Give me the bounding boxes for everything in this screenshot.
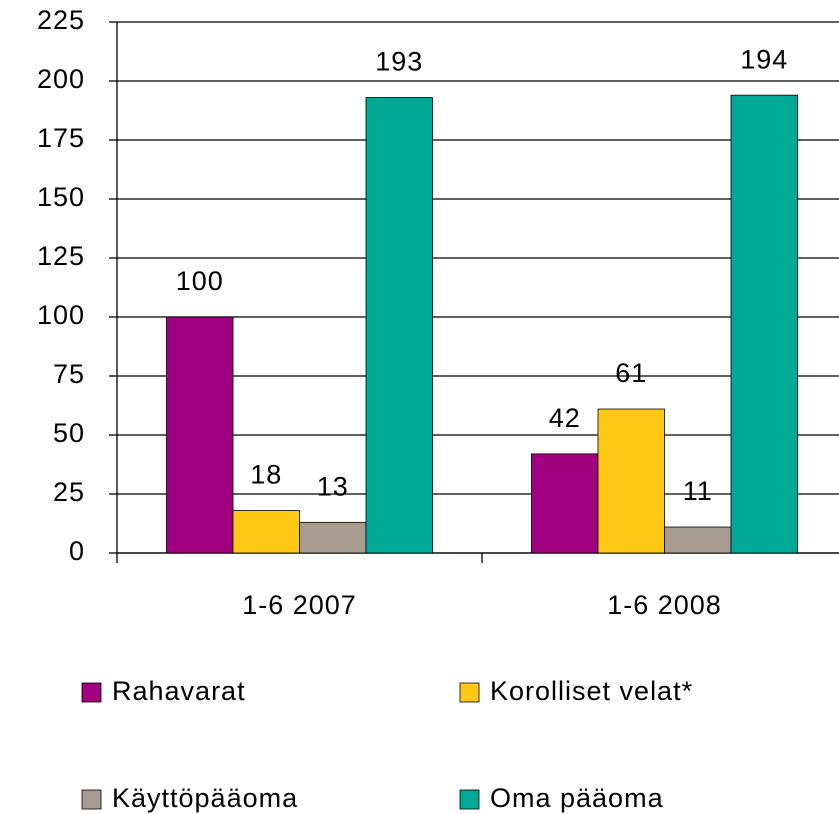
data-label: 194: [740, 44, 788, 74]
y-tick-label: 225: [37, 5, 85, 35]
bar: [166, 316, 234, 554]
legend-swatch: [459, 789, 480, 810]
bar: [365, 97, 433, 554]
y-tick-label: 0: [69, 536, 85, 566]
data-label: 100: [176, 266, 224, 296]
y-tick-label: 75: [53, 359, 85, 389]
bar: [664, 526, 732, 554]
x-tick-label: 1-6 2007: [242, 590, 357, 620]
y-tick-label: 50: [53, 418, 85, 448]
legend-swatch: [459, 682, 480, 703]
bar: [232, 510, 300, 554]
data-label: 61: [615, 358, 647, 388]
bar: [299, 521, 367, 554]
data-label: 42: [549, 403, 581, 433]
bar: [730, 94, 798, 554]
legend-label: Oma pääoma: [490, 783, 664, 813]
data-label: 11: [683, 476, 713, 506]
legend-label: Käyttöpääoma: [112, 783, 298, 813]
y-tick-label: 200: [37, 64, 85, 94]
legend-swatch: [81, 789, 102, 810]
y-tick-label: 175: [37, 123, 85, 153]
data-label: 18: [250, 460, 282, 490]
legend-swatch: [81, 682, 102, 703]
bar: [597, 408, 665, 554]
bar: [531, 453, 599, 554]
legend-label: Korolliset velat*: [490, 676, 693, 706]
y-tick-label: 25: [53, 477, 85, 507]
y-tick-label: 125: [37, 241, 85, 271]
data-label: 193: [375, 47, 423, 77]
y-tick-label: 150: [37, 182, 85, 212]
data-label: 13: [317, 471, 349, 501]
legend-label: Rahavarat: [112, 676, 246, 706]
y-tick-label: 100: [37, 300, 85, 330]
x-tick-label: 1-6 2008: [607, 590, 722, 620]
